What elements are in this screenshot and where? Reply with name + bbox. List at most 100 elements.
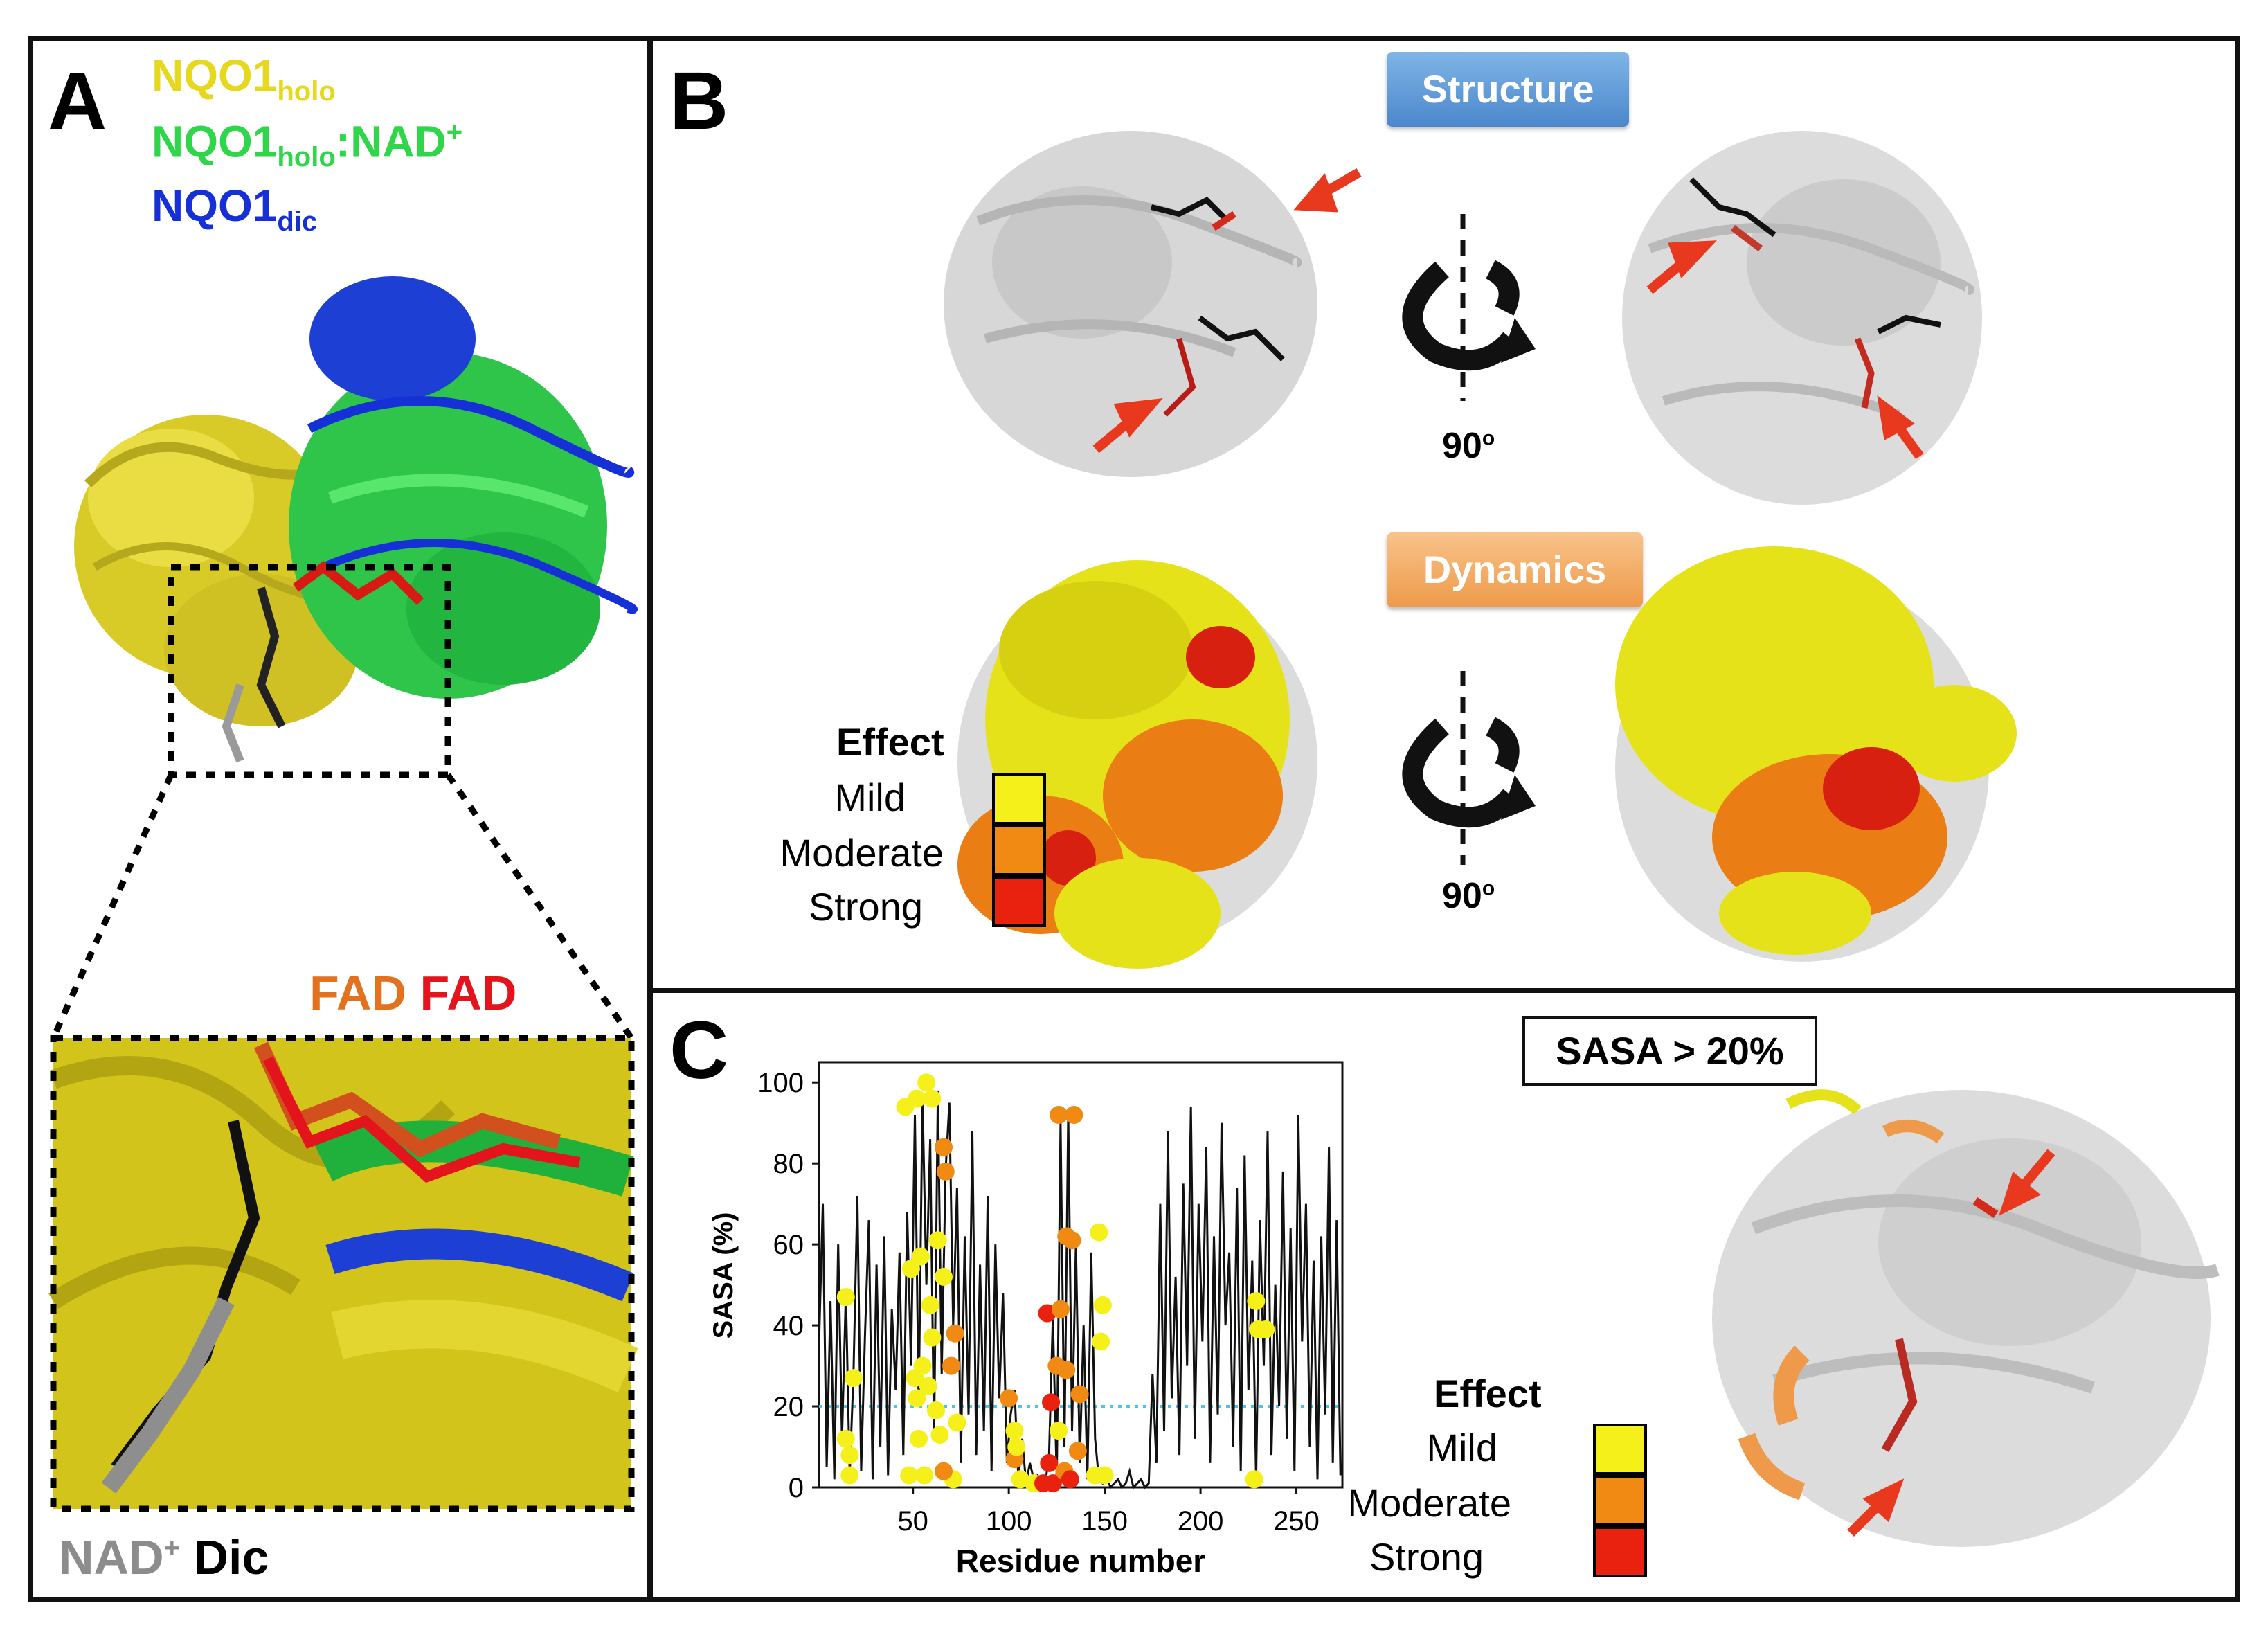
y-tick-label: 60 [773, 1230, 804, 1260]
effect-point-mild [913, 1356, 932, 1375]
effect-point-mild [1245, 1470, 1263, 1489]
effect-moderate-label: Moderate [780, 831, 944, 875]
effect-point-mild [915, 1466, 934, 1485]
rotation-icon-top [1402, 214, 1536, 401]
effect-point-mild [1095, 1466, 1114, 1485]
panel-c-label: C [669, 1005, 729, 1096]
effect-title-c: Effect [1434, 1372, 1542, 1415]
dynamics-right [1615, 546, 2017, 962]
y-tick-label: 0 [789, 1473, 804, 1503]
y-axis-label: SASA (%) [708, 1212, 739, 1339]
zoom-box-frame [50, 1035, 635, 1512]
fad-label-red: FAD [420, 966, 517, 1020]
effect-point-mild [1050, 1422, 1068, 1440]
effect-point-mild [1007, 1438, 1026, 1456]
effect-point-strong [1040, 1453, 1059, 1472]
structure-left-arrows [1092, 168, 1362, 454]
effect-point-mild [900, 1466, 919, 1485]
effect-moderate-label-c: Moderate [1347, 1481, 1511, 1525]
effect-point-moderate [1063, 1231, 1081, 1250]
fad-label-orange: FAD [309, 966, 406, 1020]
effect-point-mild [840, 1466, 859, 1485]
effect-point-strong [1061, 1470, 1079, 1489]
panel-c-arrows [1847, 1149, 2055, 1537]
effect-point-moderate [942, 1356, 961, 1375]
sasa-chart: 0 20 40 60 80 100 50 100 150 200 250 SASA (%) Res… [708, 1061, 1344, 1579]
structure-badge: Structure [1387, 52, 1629, 127]
sasa-box: SASA > 20% [1522, 1016, 1817, 1086]
zoom-box-top [168, 564, 451, 778]
rotation-label-bottom: 90o [1442, 876, 1495, 916]
legend-nqo1-holo-nad: NQO1holo:NAD+ [152, 116, 463, 173]
y-axis-ticks: 0 20 40 60 80 100 [757, 1068, 819, 1503]
effect-point-mild [908, 1089, 926, 1108]
effect-point-mild [1093, 1296, 1112, 1314]
effect-point-mild [923, 1089, 942, 1108]
bottom-labels: NAD+ Dic [59, 1530, 269, 1585]
x-axis-label: Residue number [956, 1543, 1206, 1579]
effect-moderate-swatch-c [1593, 1475, 1647, 1526]
x-axis-ticks: 50 100 150 200 250 [897, 1487, 1320, 1537]
y-tick-label: 80 [773, 1149, 804, 1179]
dynamics-left [957, 560, 1317, 969]
effect-point-mild [921, 1296, 939, 1314]
legend-nqo1-holo: NQO1holo [152, 51, 336, 107]
legend-nqo1-dic: NQO1dic [152, 181, 318, 237]
effect-point-moderate [1000, 1389, 1018, 1408]
effect-point-mild [844, 1369, 863, 1388]
effect-point-mild [1005, 1422, 1024, 1440]
structure-right [1622, 131, 1982, 505]
effect-point-moderate [1065, 1106, 1083, 1125]
effect-point-moderate [935, 1462, 953, 1480]
effect-mild-swatch [992, 773, 1046, 825]
panel-a-label: A [48, 55, 107, 147]
y-tick-label: 20 [773, 1392, 804, 1422]
fad-labels: FAD FAD [309, 965, 516, 1021]
effect-point-mild [928, 1231, 947, 1250]
effect-point-moderate [936, 1162, 955, 1181]
effect-point-moderate [935, 1138, 953, 1156]
x-tick-label: 100 [986, 1506, 1032, 1537]
effect-point-mild [1247, 1292, 1266, 1311]
effect-point-mild [1257, 1320, 1275, 1338]
effect-point-mild [911, 1247, 930, 1266]
effect-strong-swatch [992, 876, 1046, 927]
effect-point-moderate [1057, 1361, 1076, 1379]
effect-mild-swatch-c [1593, 1424, 1647, 1475]
effect-point-mild [935, 1267, 953, 1286]
structure-right-arrows [1646, 240, 1924, 460]
nad-label: NAD+ [59, 1530, 181, 1584]
effect-point-mild [901, 1260, 920, 1278]
rotation-icon-bottom [1402, 671, 1536, 865]
panel-a: A NQO1holo NQO1holo:NAD+ NQO1dic [28, 36, 652, 1602]
x-tick-label: 200 [1178, 1506, 1224, 1537]
effect-point-moderate [1050, 1106, 1068, 1125]
effect-point-mild [908, 1389, 926, 1408]
dic-label: Dic [193, 1530, 269, 1584]
effect-point-mild [836, 1288, 855, 1307]
effect-point-strong [1043, 1474, 1062, 1493]
rotation-label-top: 90o [1442, 426, 1495, 466]
effect-point-strong [1042, 1393, 1061, 1412]
effect-point-mild [923, 1328, 942, 1347]
effect-point-mild [917, 1073, 936, 1092]
effect-strong-label-c: Strong [1369, 1535, 1484, 1579]
effect-strong-label: Strong [809, 885, 923, 929]
effect-point-mild [930, 1425, 949, 1444]
ligands [222, 561, 424, 763]
effect-mild-label: Mild [834, 776, 906, 819]
effect-point-mild [1090, 1223, 1108, 1242]
effect-mild-label-c: Mild [1426, 1426, 1497, 1469]
dynamics-badge: Dynamics [1387, 532, 1643, 607]
structure-left [944, 131, 1317, 477]
effect-strong-swatch-c [1593, 1526, 1647, 1577]
effect-point-mild [910, 1429, 928, 1448]
effect-point-mild [836, 1429, 855, 1448]
effect-moderate-swatch [992, 825, 1046, 876]
panel-b-label: B [669, 55, 729, 147]
y-tick-label: 100 [757, 1068, 804, 1098]
y-tick-label: 40 [773, 1311, 804, 1341]
protein-structure-overlay [48, 276, 638, 1512]
x-tick-label: 150 [1081, 1506, 1128, 1537]
x-tick-label: 250 [1273, 1506, 1320, 1537]
